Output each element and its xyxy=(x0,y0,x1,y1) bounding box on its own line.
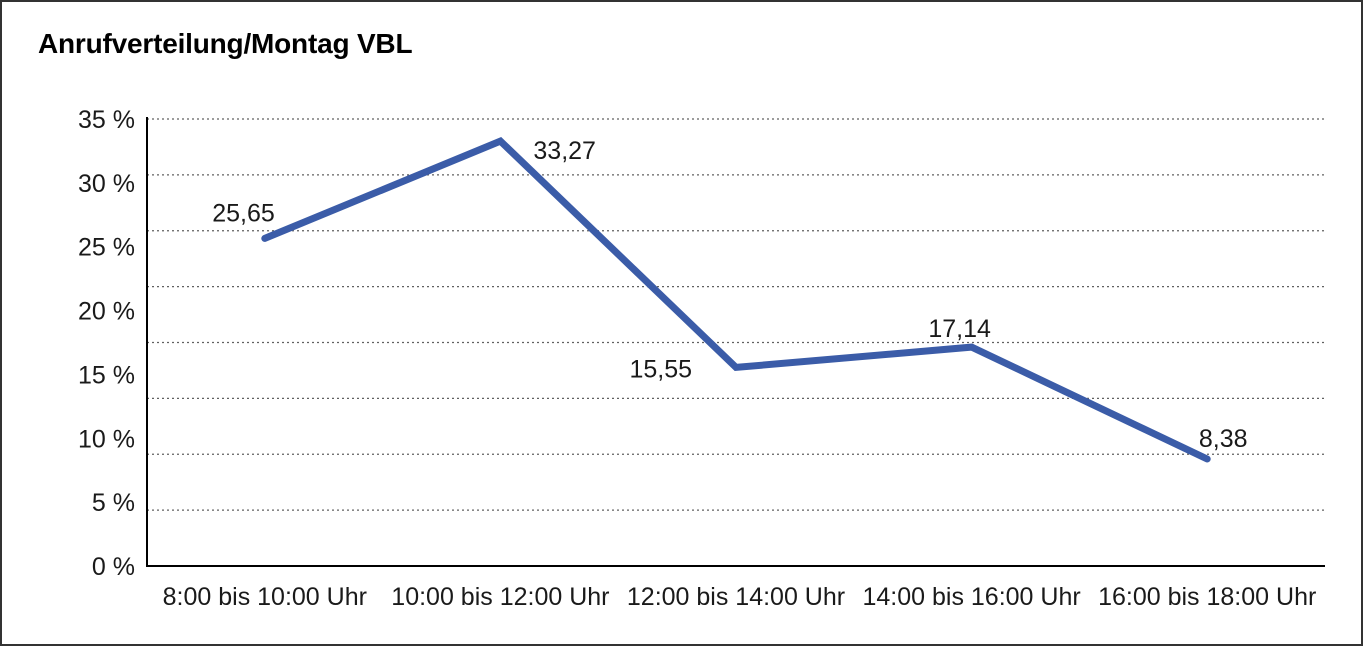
point-value-label: 33,27 xyxy=(533,137,596,165)
x-category-label: 10:00 bis 12:00 Uhr xyxy=(391,583,609,611)
x-category-label: 16:00 bis 18:00 Uhr xyxy=(1098,583,1316,611)
y-tick-label: 0 % xyxy=(92,553,135,581)
y-tick-label: 30 % xyxy=(78,170,135,198)
y-tick-label: 5 % xyxy=(92,489,135,517)
point-value-label: 17,14 xyxy=(928,315,991,343)
point-value-label: 8,38 xyxy=(1199,425,1248,453)
point-value-label: 15,55 xyxy=(629,355,692,383)
point-value-label: 25,65 xyxy=(212,199,275,227)
data-line xyxy=(261,136,1211,463)
y-tick-label: 10 % xyxy=(78,425,135,453)
y-tick-label: 20 % xyxy=(78,298,135,326)
y-tick-label: 15 % xyxy=(78,361,135,389)
y-tick-label: 35 % xyxy=(78,106,135,134)
y-tick-label: 25 % xyxy=(78,234,135,262)
chart-title: Anrufverteilung/Montag VBL xyxy=(38,28,413,59)
x-category-label: 12:00 bis 14:00 Uhr xyxy=(627,583,845,611)
x-category-label: 14:00 bis 16:00 Uhr xyxy=(862,583,1080,611)
x-category-label: 8:00 bis 10:00 Uhr xyxy=(163,583,367,611)
